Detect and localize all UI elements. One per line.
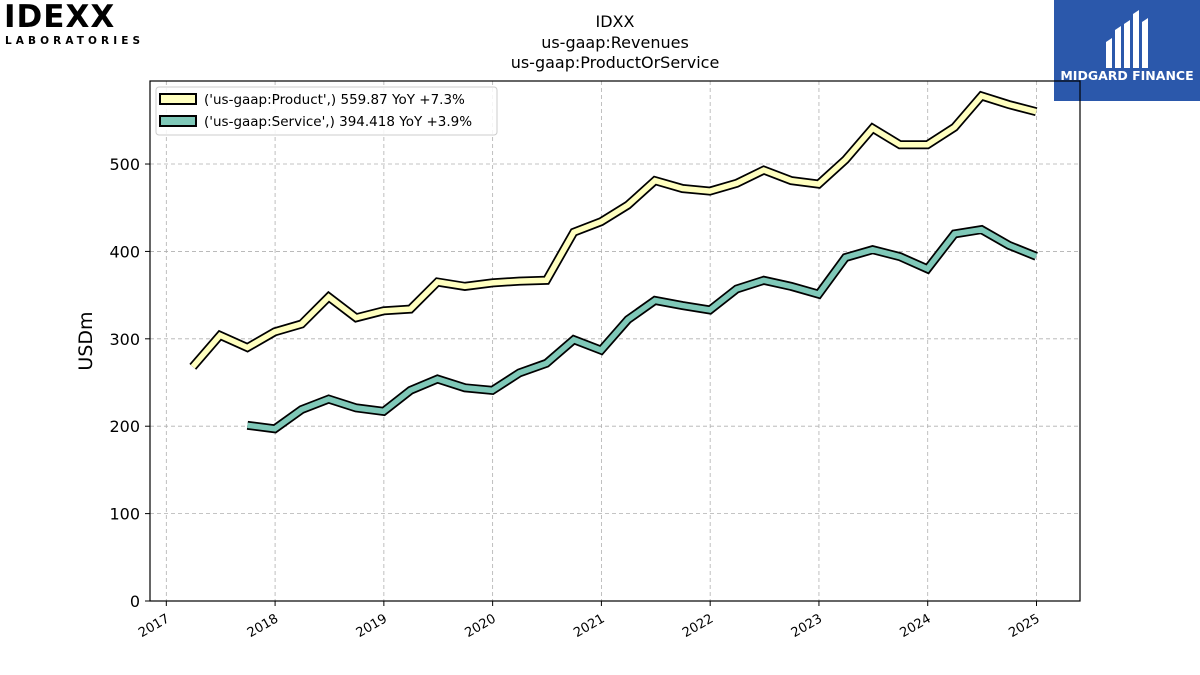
midgard-logo-text: MIDGARD FINANCE bbox=[1060, 68, 1194, 83]
series-lines bbox=[189, 90, 1038, 434]
chart-title-line-1: IDXX bbox=[596, 12, 635, 31]
chart-title-line-3: us-gaap:ProductOrService bbox=[511, 53, 720, 72]
x-tick-label: 2024 bbox=[898, 611, 934, 641]
x-tick-label: 2021 bbox=[571, 611, 607, 641]
legend-box bbox=[155, 86, 498, 136]
x-tick-label: 2018 bbox=[245, 611, 281, 641]
series-line-0 bbox=[190, 92, 1037, 369]
series-outline-0 bbox=[189, 90, 1038, 370]
x-tick-label: 2017 bbox=[136, 611, 172, 641]
legend-swatch-0 bbox=[159, 93, 197, 105]
idexx-logo: IDEXX LABORATORIES bbox=[4, 0, 154, 50]
x-tick-label: 2020 bbox=[462, 611, 498, 641]
x-tick-label: 2019 bbox=[354, 611, 390, 641]
legend-swatch-1 bbox=[159, 115, 197, 127]
idexx-logo-subtitle: LABORATORIES bbox=[5, 35, 145, 47]
legend: ('us-gaap:Product',) 559.87 YoY +7.3% ('u… bbox=[155, 86, 498, 136]
midgard-monogram-icon bbox=[1106, 10, 1148, 68]
idexx-logo-wordmark: IDEXX bbox=[4, 0, 116, 35]
x-tick-label: 2023 bbox=[789, 611, 825, 641]
y-tick-label: 500 bbox=[109, 155, 140, 174]
y-axis-ticks: 0 100 200 300 400 500 bbox=[109, 155, 150, 611]
x-tick-label: 2025 bbox=[1006, 611, 1042, 641]
series-outline-1 bbox=[246, 224, 1038, 434]
y-tick-label: 300 bbox=[109, 330, 140, 349]
plot-area-frame bbox=[149, 80, 1081, 602]
y-tick-label: 400 bbox=[109, 242, 140, 261]
series-line-1 bbox=[247, 226, 1038, 432]
chart-title: IDXX us-gaap:Revenues us-gaap:ProductOrS… bbox=[511, 12, 720, 72]
midgard-finance-logo: MIDGARD FINANCE bbox=[1054, 0, 1200, 101]
x-tick-label: 2022 bbox=[680, 611, 716, 641]
chart-title-line-2: us-gaap:Revenues bbox=[541, 33, 689, 52]
legend-label-1: ('us-gaap:Service',) 394.418 YoY +3.9% bbox=[204, 114, 472, 130]
y-axis-label: USDm bbox=[75, 311, 97, 370]
y-tick-label: 200 bbox=[109, 417, 140, 436]
y-tick-label: 0 bbox=[130, 592, 140, 611]
y-tick-label: 100 bbox=[109, 505, 140, 524]
legend-label-0: ('us-gaap:Product',) 559.87 YoY +7.3% bbox=[204, 92, 465, 108]
x-axis-ticks: 2017 2018 2019 2020 2021 2022 2023 2024 2025 bbox=[136, 601, 1042, 641]
